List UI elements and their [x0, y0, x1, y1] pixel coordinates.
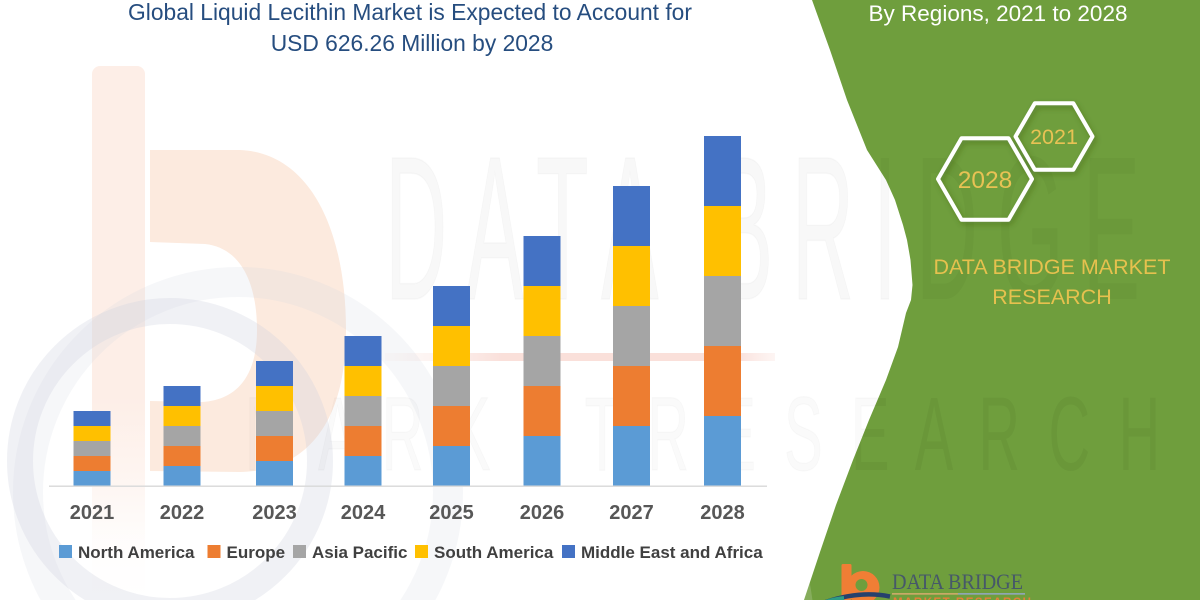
svg-text:2027: 2027 [609, 502, 654, 524]
svg-text:North America: North America [78, 543, 195, 562]
svg-text:2025: 2025 [429, 502, 474, 524]
svg-text:2028: 2028 [958, 167, 1013, 194]
svg-text:2022: 2022 [160, 502, 205, 524]
svg-text:USD 626.26 Million by 2028: USD 626.26 Million by 2028 [271, 30, 554, 56]
svg-text:Europe: Europe [227, 543, 286, 562]
svg-text:South America: South America [434, 543, 554, 562]
svg-text:2026: 2026 [520, 502, 565, 524]
svg-text:2028: 2028 [700, 502, 745, 524]
svg-text:Global Liquid Lecithin Market: Global Liquid Lecithin Market is Expecte… [128, 0, 692, 25]
svg-text:Asia Pacific: Asia Pacific [312, 543, 407, 562]
svg-text:Middle East and Africa: Middle East and Africa [581, 543, 763, 562]
svg-text:By Regions, 2021 to 2028: By Regions, 2021 to 2028 [869, 1, 1128, 26]
svg-text:RESEARCH: RESEARCH [992, 285, 1111, 309]
svg-text:MARKET RESEARCH: MARKET RESEARCH [893, 597, 1032, 600]
svg-text:2021: 2021 [1030, 125, 1078, 149]
svg-text:DATA BRIDGE MARKET: DATA BRIDGE MARKET [934, 255, 1171, 279]
svg-text:2021: 2021 [70, 502, 115, 524]
svg-text:DATA BRIDGE: DATA BRIDGE [892, 569, 1023, 594]
svg-text:2024: 2024 [341, 502, 386, 524]
svg-text:2023: 2023 [252, 502, 297, 524]
